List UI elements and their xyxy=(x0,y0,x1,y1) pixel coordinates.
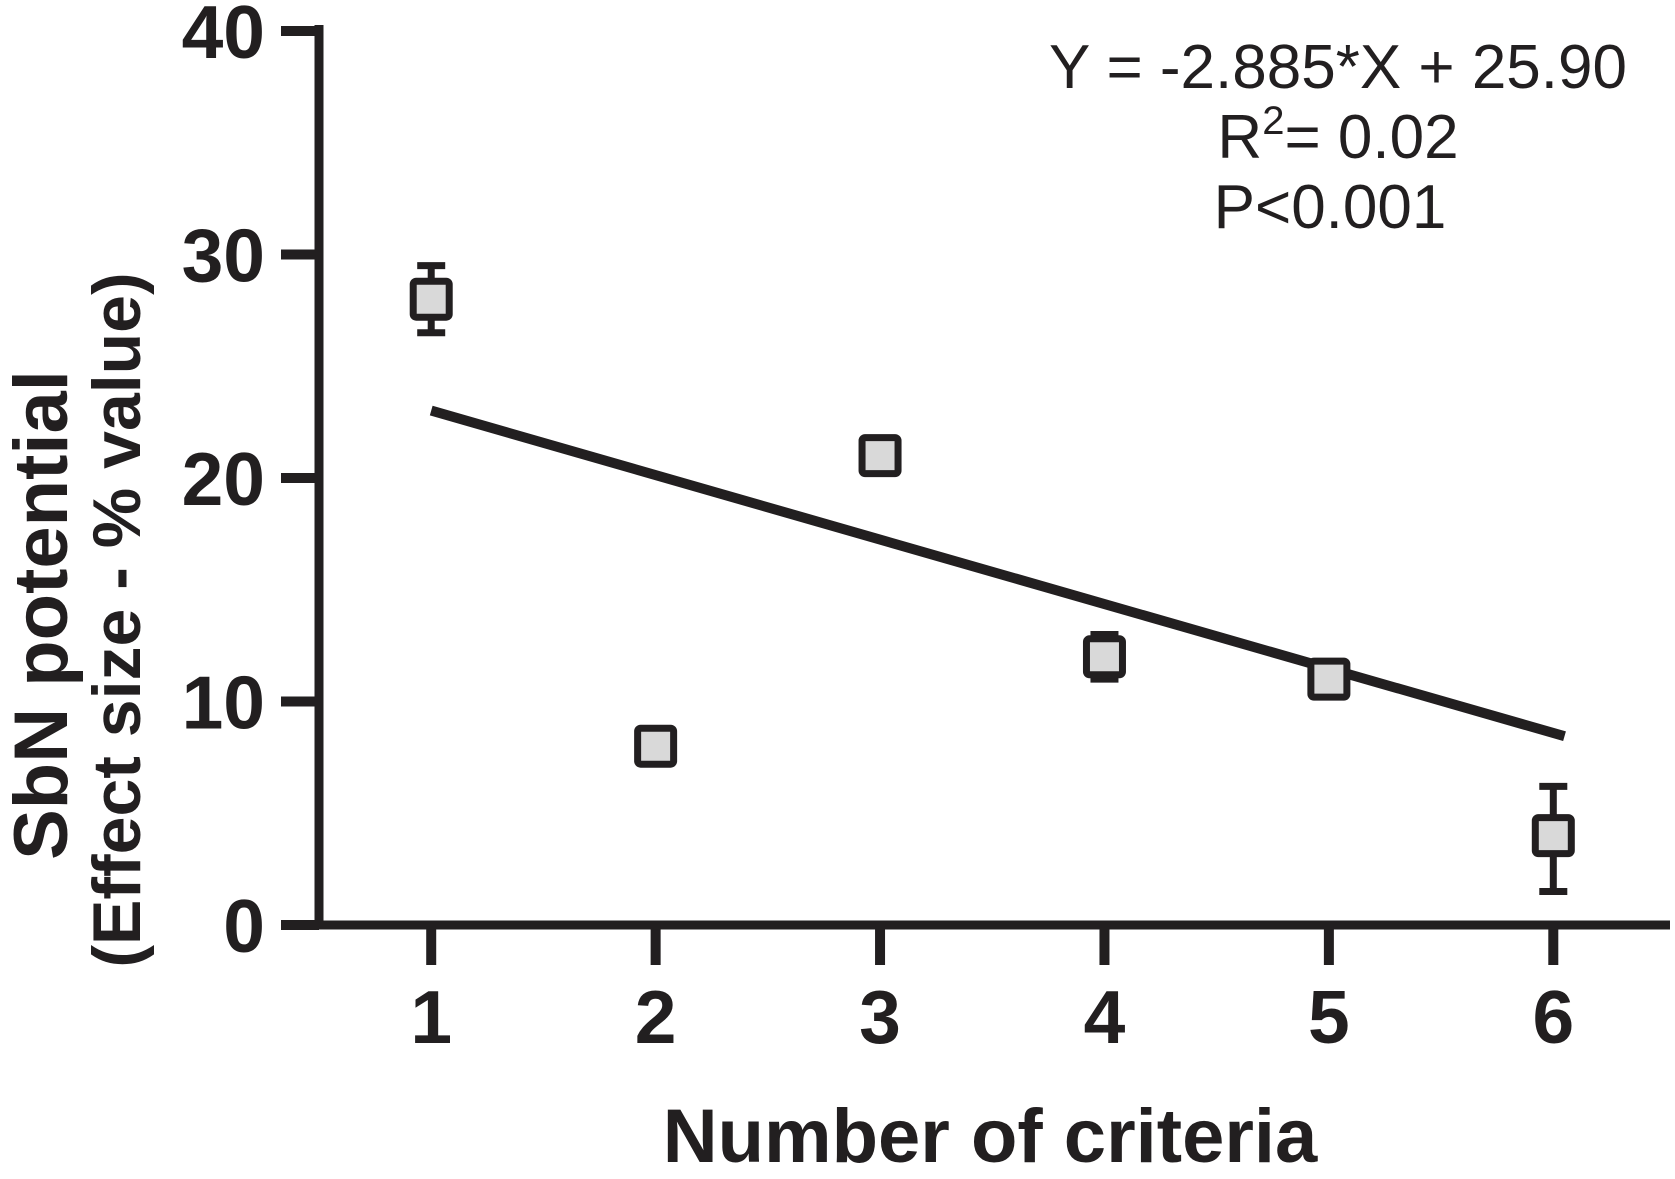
regression-equation-label: Y = -2.885*X + 25.90 xyxy=(1049,33,1627,102)
data-point-marker xyxy=(409,277,453,321)
axis-ticks xyxy=(281,26,1559,965)
data-point-marker xyxy=(858,434,902,478)
data-point-marker xyxy=(634,724,678,768)
r-squared-superscript: 2 xyxy=(1262,99,1284,143)
x-tick-label: 4 xyxy=(1084,975,1126,1059)
x-tick-label: 1 xyxy=(410,975,452,1059)
x-axis-title: Number of criteria xyxy=(663,1094,1318,1179)
data-point-marker xyxy=(1531,814,1575,858)
r-squared-base: R xyxy=(1217,103,1262,172)
axis-lines xyxy=(314,25,1670,930)
regression-line xyxy=(429,405,1566,742)
x-tick-label: 3 xyxy=(859,975,901,1059)
r-squared-value: = 0.02 xyxy=(1284,103,1458,172)
y-tick-label: 20 xyxy=(182,437,265,521)
y-tick-label: 10 xyxy=(182,661,265,745)
data-point-marker xyxy=(1082,635,1126,679)
data-point-marker xyxy=(1307,657,1351,701)
y-tick-label: 0 xyxy=(223,884,265,968)
y-tick-label: 40 xyxy=(182,0,265,74)
x-tick-label: 2 xyxy=(635,975,677,1059)
y-tick-label: 30 xyxy=(182,214,265,298)
x-tick-label: 5 xyxy=(1308,975,1350,1059)
error-bars xyxy=(417,262,1568,895)
y-axis-title-line2: (Effect size - % value) xyxy=(79,272,155,967)
regression-line-group xyxy=(429,405,1566,742)
tick-labels: 0 10 20 30 40 1 2 3 4 5 6 xyxy=(182,0,1575,1059)
y-axis-title-line1: SbN potential xyxy=(0,370,84,860)
r-squared-label: R2= 0.02 xyxy=(1217,99,1458,172)
p-value-label: P<0.001 xyxy=(1214,173,1447,242)
data-points xyxy=(409,277,1575,858)
x-tick-label: 6 xyxy=(1532,975,1574,1059)
axis-titles: Number of criteria SbN potential (Effect… xyxy=(0,272,1318,1179)
annotation-block: Y = -2.885*X + 25.90 R2= 0.02 P<0.001 xyxy=(1049,33,1627,242)
